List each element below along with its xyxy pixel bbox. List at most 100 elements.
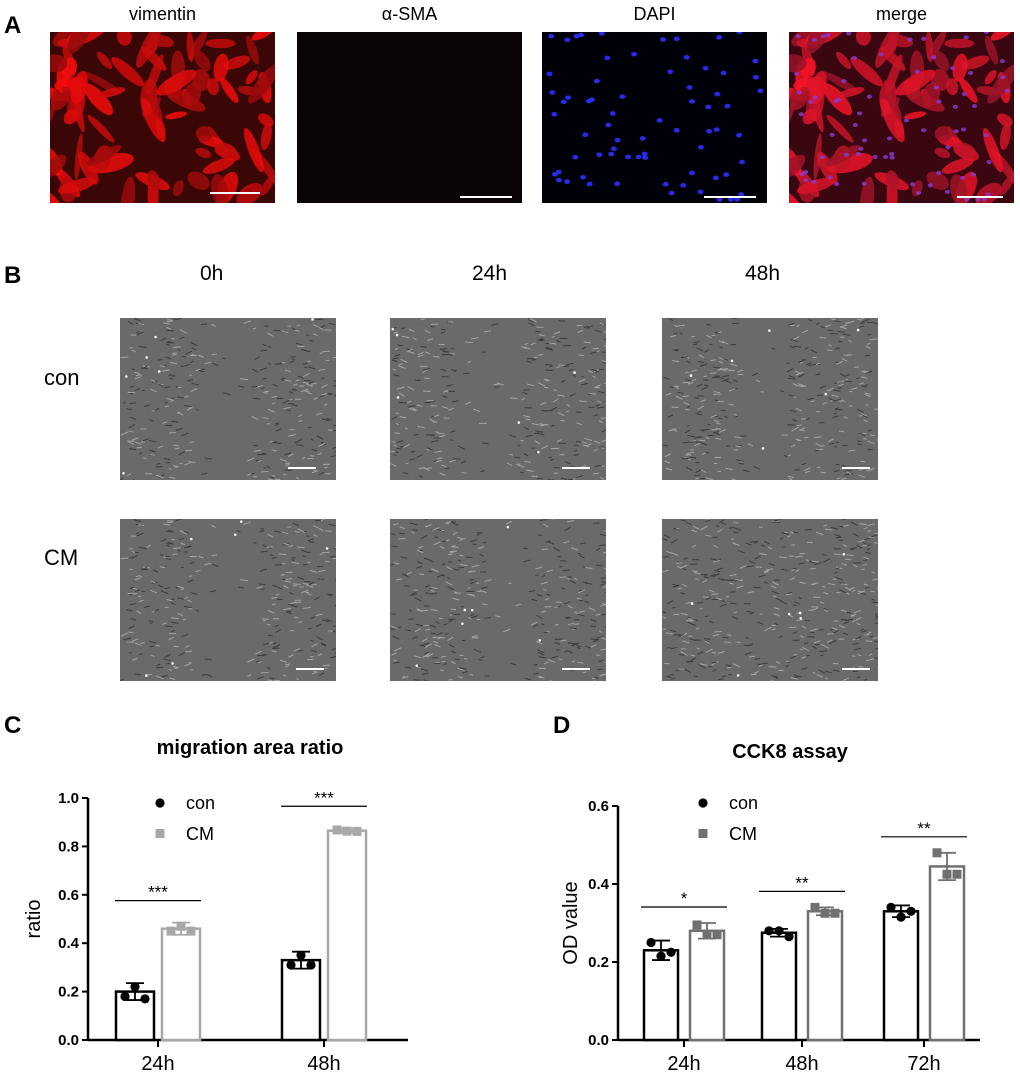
x-tick-label: 72h — [907, 1053, 940, 1075]
legend-marker-con — [155, 798, 165, 808]
chart-d-title: CCK8 assay — [732, 741, 848, 763]
y-tick-label: 0.6 — [588, 798, 609, 815]
y-tick-label: 1.0 — [58, 790, 79, 807]
data-point-con — [306, 960, 316, 970]
scale-bar — [288, 467, 316, 469]
wound-cm-48h — [662, 519, 878, 681]
data-point-cm — [932, 848, 942, 858]
title-merge: merge — [875, 4, 928, 24]
data-point-cm — [342, 826, 352, 836]
data-point-con — [120, 991, 130, 1002]
data-point-con — [774, 926, 784, 936]
wound-con-0h — [120, 318, 336, 480]
wound-cm-24h — [390, 519, 606, 681]
title-dapi: DAPI — [633, 4, 676, 24]
data-point-con — [886, 902, 896, 912]
y-tick-label: 0.0 — [588, 1032, 609, 1049]
chart-c-title: migration area ratio — [156, 737, 344, 759]
data-point-cm — [702, 930, 712, 940]
x-tick-label: 24h — [141, 1053, 174, 1075]
x-tick-label: 24h — [667, 1053, 700, 1075]
legend-marker-cm — [698, 829, 708, 838]
data-point-cm — [332, 825, 342, 835]
panel-c-letter: C — [4, 712, 22, 739]
y-tick-label: 0.2 — [588, 954, 609, 971]
significance-label: *** — [148, 883, 168, 902]
bar-cm — [160, 927, 202, 1042]
x-tick-label: 48h — [307, 1053, 340, 1075]
data-point-cm — [712, 930, 722, 940]
scale-bar — [704, 196, 756, 198]
bar-cm — [806, 910, 844, 1042]
time-label-0h: 0h — [200, 262, 224, 285]
bar-con — [760, 931, 798, 1042]
data-point-cm — [942, 869, 952, 879]
wound-con-24h — [390, 318, 606, 480]
data-point-con — [140, 994, 150, 1004]
legend-label-con: con — [186, 793, 215, 813]
bar-cm — [688, 929, 726, 1042]
data-point-cm — [186, 926, 196, 936]
data-point-con — [286, 960, 296, 970]
dapi-image — [542, 32, 767, 203]
row-label-cm: CM — [44, 545, 79, 570]
row-label-con: con — [44, 365, 80, 390]
scale-bar — [562, 467, 590, 469]
scale-bar — [842, 668, 870, 670]
scale-bar — [460, 196, 512, 198]
data-point-con — [130, 982, 140, 992]
data-point-con — [666, 947, 676, 957]
scale-bar — [296, 668, 324, 670]
significance-label: * — [681, 889, 688, 908]
data-point-con — [656, 951, 666, 961]
panel-d-letter: D — [553, 712, 571, 739]
data-point-con — [896, 912, 906, 922]
x-tick-label: 48h — [785, 1053, 818, 1075]
scale-bar — [957, 196, 1003, 198]
legend-label-con: con — [729, 793, 758, 813]
y-tick-label: 0.4 — [588, 876, 610, 893]
data-point-con — [296, 950, 306, 960]
data-point-con — [784, 932, 794, 942]
merge-image — [789, 32, 1014, 203]
y-tick-label: 0.2 — [58, 984, 79, 1001]
data-point-cm — [166, 926, 176, 936]
bar-cm — [326, 829, 368, 1042]
data-point-con — [646, 937, 656, 948]
bar-con — [280, 958, 322, 1042]
vimentin-image — [50, 32, 275, 203]
wound-cm-0h — [120, 519, 336, 681]
data-point-cm — [692, 920, 702, 930]
bar-con — [882, 910, 920, 1042]
cck8-chart: 0.0 0.2 0.4 0.6 OD value 24h * 48h ** 72h ** con CM — [560, 793, 980, 1075]
y-tick-label: 0.6 — [58, 887, 79, 904]
significance-label: ** — [917, 819, 931, 838]
time-label-24h: 24h — [472, 262, 508, 285]
panel-a-letter: A — [4, 12, 22, 39]
data-point-cm — [810, 902, 820, 912]
time-label-48h: 48h — [745, 262, 781, 285]
legend-label-cm: CM — [186, 824, 214, 844]
migration-ratio-chart: 0.0 0.2 0.4 0.6 0.8 1.0 ratio 24h *** 48h *** con CM — [23, 788, 408, 1075]
scale-bar — [562, 668, 590, 670]
y-axis-label: OD value — [560, 881, 582, 964]
y-tick-label: 0.0 — [58, 1032, 79, 1049]
y-axis-label: ratio — [23, 900, 45, 939]
bar-cm — [928, 865, 966, 1042]
data-point-cm — [952, 869, 962, 879]
scale-bar — [210, 192, 260, 194]
y-tick-label: 0.8 — [58, 838, 79, 855]
scale-bar — [842, 467, 870, 469]
legend-marker-cm — [155, 829, 165, 838]
legend-label-cm: CM — [729, 824, 757, 844]
data-point-cm — [176, 921, 186, 931]
wound-con-48h — [662, 318, 878, 480]
data-point-cm — [820, 908, 830, 918]
title-vimentin: vimentin — [128, 4, 197, 24]
y-tick-label: 0.4 — [58, 935, 80, 952]
alpha-sma-image — [297, 32, 522, 203]
significance-label: ** — [795, 873, 809, 892]
data-point-cm — [352, 826, 362, 836]
data-point-con — [906, 906, 916, 916]
legend-marker-con — [698, 798, 708, 808]
